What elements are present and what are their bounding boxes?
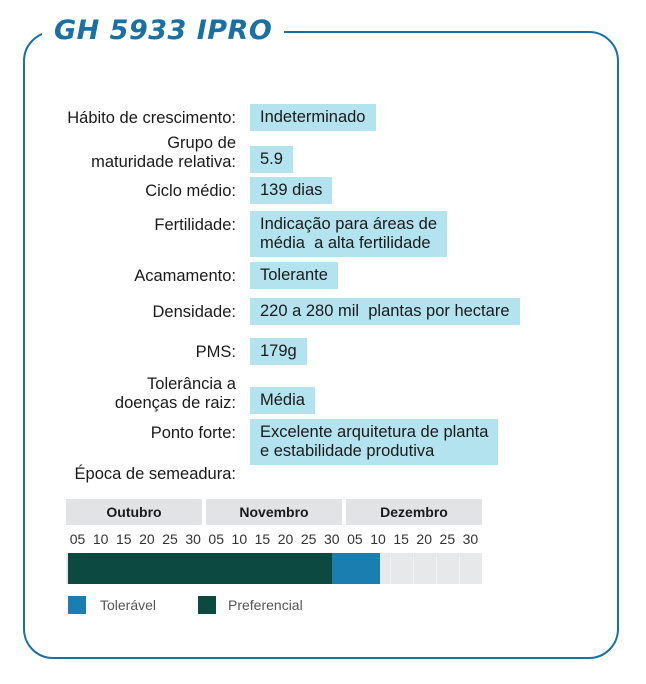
- sowing-bar: [66, 553, 482, 584]
- spec-label: Fertilidade:: [154, 216, 236, 234]
- day-tick-label: 15: [393, 531, 409, 547]
- day-tick-label: 15: [254, 531, 271, 547]
- day-tick-label: 25: [162, 531, 178, 547]
- spec-value: Excelente arquitetura de planta e estabi…: [250, 419, 499, 465]
- spec-label: Acamamento:: [134, 267, 236, 285]
- legend-label-preferencial: Preferencial: [228, 597, 303, 613]
- day-tick-label: 05: [208, 531, 224, 547]
- spec-value: 220 a 280 mil plantas por hectare: [250, 298, 520, 325]
- sowing-preferencial-segment: [68, 553, 333, 584]
- day-tick-label: 30: [462, 531, 479, 547]
- day-tick-label: 20: [416, 531, 432, 547]
- legend-swatch-preferencial: [198, 596, 216, 614]
- card-frame: [23, 31, 619, 659]
- spec-label: Ponto forte:: [150, 424, 236, 442]
- day-tick-label: 20: [139, 531, 155, 547]
- day-tick-label: 15: [115, 531, 132, 547]
- day-tick-label: 25: [439, 531, 456, 547]
- day-scale: 05 10 15 20 25 30 05 10 15 20 25 30 05 10 15 20 25 30: [66, 531, 482, 549]
- spec-value: 139 dias: [250, 177, 333, 204]
- bar-gridline: [458, 553, 460, 584]
- legend-label-toleravel: Tolerável: [100, 597, 157, 613]
- title-wrap: GH 5933 IPRO: [42, 12, 285, 50]
- bar-gridline: [435, 553, 437, 584]
- spec-label: Tolerância a doenças de raiz:: [114, 375, 236, 412]
- spec-label: PMS:: [195, 343, 236, 361]
- day-tick-label: 10: [231, 531, 248, 547]
- day-tick-label: 10: [92, 531, 109, 547]
- spec-value: Tolerante: [250, 262, 338, 289]
- day-tick-label: 30: [323, 531, 340, 547]
- legend: Tolerável Preferencial: [66, 596, 486, 614]
- month-dezembro: Dezembro: [346, 499, 482, 525]
- month-outubro: Outubro: [66, 499, 202, 525]
- spec-value: 179g: [250, 338, 307, 365]
- day-tick-label: 05: [69, 531, 86, 547]
- month-novembro: Novembro: [206, 499, 342, 525]
- day-tick-label: 25: [300, 531, 317, 547]
- spec-label: Hábito de crescimento:: [67, 109, 236, 127]
- day-tick-label: 30: [185, 531, 201, 547]
- month-header: Outubro Novembro Dezembro: [66, 499, 482, 525]
- spec-value: 5.9: [250, 145, 293, 173]
- bar-gridline: [412, 553, 414, 584]
- spec-value: Média: [250, 386, 315, 414]
- bar-gridline: [389, 553, 391, 584]
- spec-value: Indeterminado: [250, 104, 376, 131]
- spec-label: Ciclo médio:: [145, 182, 236, 200]
- product-title: GH 5933 IPRO: [54, 15, 273, 46]
- legend-swatch-toleravel: [68, 596, 86, 614]
- spec-label: Grupo de maturidade relativa:: [91, 134, 236, 171]
- spec-value: Indicação para áreas de média a alta fer…: [250, 211, 448, 257]
- day-tick-label: 05: [347, 531, 363, 547]
- day-tick-label: 20: [277, 531, 294, 547]
- season-label: Época de semeadura:: [74, 465, 236, 483]
- sowing-toleravel-segment: [332, 553, 380, 584]
- spec-label: Densidade:: [152, 303, 236, 321]
- day-tick-label: 10: [370, 531, 386, 547]
